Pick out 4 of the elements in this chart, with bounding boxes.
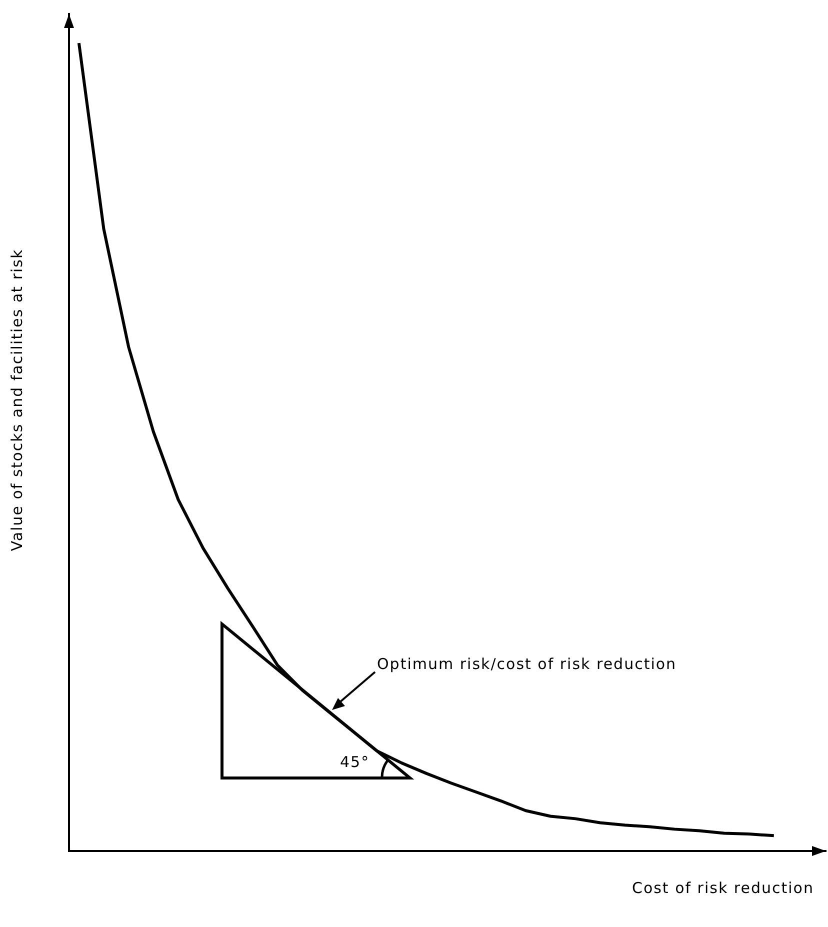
- annotation: 45°: [340, 753, 370, 771]
- annotation: Optimum risk/cost of risk reduction: [377, 655, 677, 673]
- y-axis-title: Value of stocks and facilities at risk: [8, 248, 26, 552]
- x-axis-title: Cost of risk reduction: [632, 879, 814, 897]
